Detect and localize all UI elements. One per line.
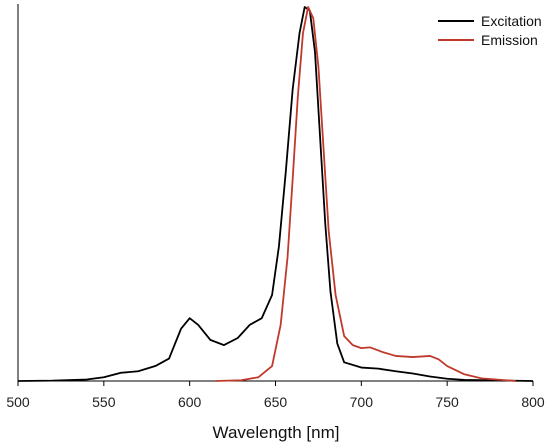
x-tick-label: 550 [92, 394, 116, 410]
legend-label-excitation: Excitation [481, 13, 542, 29]
x-tick-label: 650 [264, 394, 288, 410]
x-tick-label: 500 [6, 394, 30, 410]
legend-label-emission: Emission [481, 32, 538, 48]
x-tick-label: 800 [521, 394, 545, 410]
x-tick-label: 750 [435, 394, 459, 410]
series-line-emission [215, 6, 516, 382]
legend: Excitation Emission [438, 13, 542, 48]
x-tick-label: 600 [178, 394, 202, 410]
x-axis-title: Wavelength [nm] [213, 423, 340, 442]
axes: 500 550 600 650 700 750 800 [6, 4, 545, 410]
series-layer [17, 6, 534, 382]
x-tick-label: 700 [350, 394, 374, 410]
series-line-excitation [17, 6, 534, 382]
